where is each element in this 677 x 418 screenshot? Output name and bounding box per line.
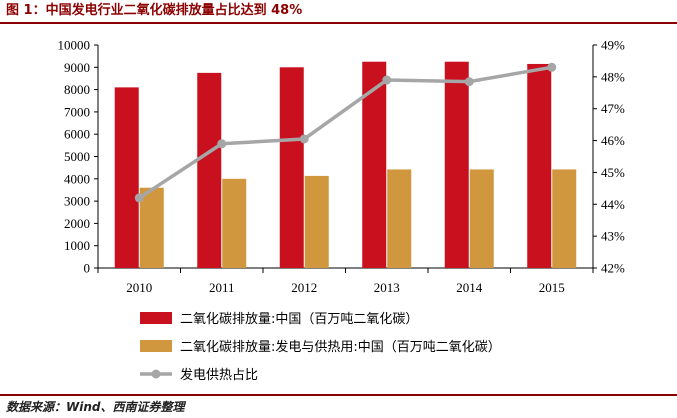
share-line-point	[217, 139, 227, 149]
y-left-tick-label: 3000	[64, 194, 90, 209]
legend-label-power: 二氧化碳排放量:发电与供热用:中国（百万吨二氧化碳）	[180, 339, 501, 355]
y-left-tick-label: 5000	[64, 149, 90, 164]
y-left-tick-label: 10000	[58, 38, 91, 53]
bar-power-emissions	[469, 169, 494, 268]
y-left-tick-label: 7000	[64, 104, 90, 119]
y-left-tick-label: 2000	[64, 216, 90, 231]
x-tick-label: 2010	[126, 280, 152, 295]
bar-power-emissions	[387, 169, 412, 268]
bar-total-emissions	[362, 61, 387, 268]
y-right-tick-label: 49%	[601, 38, 625, 53]
share-line-point	[299, 134, 309, 144]
bars	[114, 61, 577, 269]
x-tick-label: 2014	[456, 280, 483, 295]
axes: 0 1000 2000 3000 4000 5000 6000 7000 8000 9000 100…	[58, 38, 626, 296]
y-right-tick-label: 44%	[601, 197, 625, 212]
chart-title: 图 1：中国发电行业二氧化碳排放量占比达到 48%	[0, 0, 677, 24]
legend-swatch-power	[140, 340, 172, 352]
legend: 二氧化碳排放量:中国（百万吨二氧化碳） 二氧化碳排放量:发电与供热用:中国（百万吨…	[140, 312, 501, 383]
bar-power-emissions	[552, 169, 577, 268]
bar-total-emissions	[444, 61, 469, 268]
y-left-tick-label: 1000	[64, 238, 90, 253]
legend-label-total: 二氧化碳排放量:中国（百万吨二氧化碳）	[180, 312, 418, 327]
y-left-tick-label: 0	[84, 261, 91, 276]
share-line-path	[138, 65, 553, 200]
x-tick-label: 2012	[291, 280, 317, 295]
bar-power-emissions	[304, 175, 329, 268]
x-tick-label: 2011	[209, 280, 235, 295]
legend-label-share: 发电供热占比	[180, 367, 258, 383]
y-right-tick-label: 45%	[601, 165, 625, 180]
y-right-tick-label: 47%	[601, 101, 625, 116]
legend-swatch-marker	[151, 369, 161, 379]
y-left-tick-label: 9000	[64, 60, 90, 75]
bar-power-emissions	[139, 187, 164, 268]
x-tick-label: 2015	[539, 280, 565, 295]
bar-power-emissions	[222, 178, 247, 268]
bar-total-emissions	[527, 63, 552, 268]
legend-swatch-total	[140, 312, 172, 324]
y-left-tick-label: 4000	[64, 171, 90, 186]
share-line-point	[547, 62, 557, 72]
y-right-tick-label: 43%	[601, 229, 625, 244]
y-right-tick-label: 48%	[601, 69, 625, 84]
share-line-point	[134, 193, 144, 203]
y-right-tick-label: 46%	[601, 133, 625, 148]
share-line-point	[382, 75, 392, 85]
x-tick-label: 2013	[374, 280, 400, 295]
bar-total-emissions	[197, 72, 222, 268]
y-left-tick-label: 8000	[64, 82, 90, 97]
share-line	[134, 62, 557, 203]
bar-total-emissions	[279, 67, 304, 268]
y-left-tick-label: 6000	[64, 127, 90, 142]
y-right-tick-label: 42%	[601, 261, 625, 276]
bar-total-emissions	[114, 87, 139, 269]
share-line-point	[464, 77, 474, 87]
source-note: 数据来源：Wind、西南证券整理	[0, 394, 677, 417]
